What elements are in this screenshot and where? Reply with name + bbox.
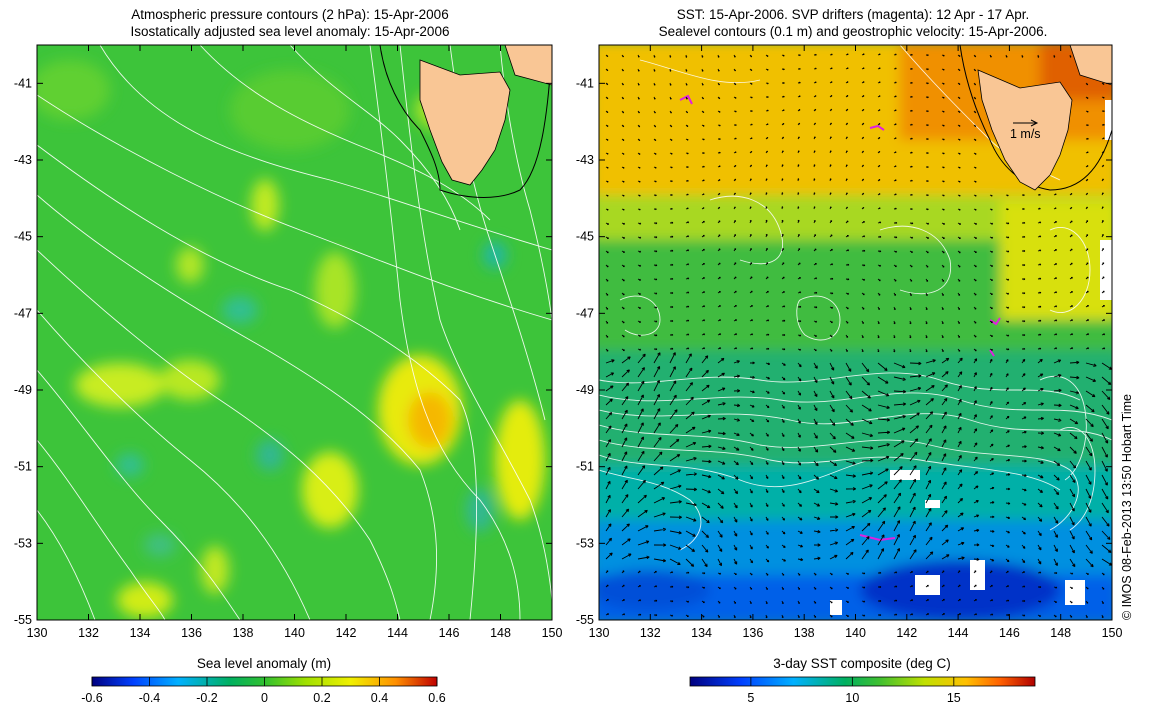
left-title-line1: Atmospheric pressure contours (2 hPa): 1… [131, 7, 449, 22]
velocity-arrow-set [605, 53, 1112, 619]
y-tick-label: -45 [576, 230, 594, 244]
y-tick-label: -55 [576, 613, 594, 627]
y-tick-label: -43 [576, 153, 594, 167]
sea-level-anomaly-field [37, 45, 552, 620]
y-tick-label: -41 [576, 76, 594, 90]
colorbar-tick-label: 0.6 [428, 691, 445, 705]
sst-field: 1 m/s [599, 45, 1112, 620]
tasmania-landmass-right [977, 69, 1073, 191]
y-tick-label: -45 [14, 230, 32, 244]
y-tick-label: -51 [14, 460, 32, 474]
velocity-scale-label: 1 m/s [1010, 127, 1041, 141]
colorbar-tick-label: 0.2 [313, 691, 330, 705]
colorbar-tick-label: 15 [947, 691, 961, 705]
y-tick-label: -41 [14, 76, 32, 90]
x-tick-label: 146 [999, 626, 1020, 640]
x-tick-label: 142 [336, 626, 357, 640]
x-tick-label: 136 [742, 626, 763, 640]
y-tick-label: -55 [14, 613, 32, 627]
left-title-line2: Isostatically adjusted sea level anomaly… [130, 24, 450, 39]
y-tick-label: -53 [14, 536, 32, 550]
credit-text: © IMOS 08-Feb-2013 13:50 Hobart Time [1120, 394, 1134, 620]
x-tick-label: 130 [589, 626, 610, 640]
x-tick-label: 146 [439, 626, 460, 640]
y-tick-label: -47 [14, 306, 32, 320]
x-tick-label: 144 [948, 626, 969, 640]
x-tick-label: 140 [845, 626, 866, 640]
right-title-line2: Sealevel contours (0.1 m) and geostrophi… [658, 24, 1048, 39]
left-colorbar-title: Sea level anomaly (m) [197, 656, 331, 671]
x-tick-label: 148 [490, 626, 511, 640]
left-axes: 130 132 134 136 138 140 142 144 146 148 150 -41 -43 -… [14, 45, 563, 640]
colorbar-tick-label: 5 [747, 691, 754, 705]
x-tick-label: 150 [1102, 626, 1123, 640]
x-tick-label: 130 [27, 626, 48, 640]
y-tick-label: -43 [14, 153, 32, 167]
geostrophic-velocity-arrows [605, 53, 1112, 619]
x-tick-label: 134 [130, 626, 151, 640]
left-colorbar: Sea level anomaly (m) -0.6 -0.4 -0.2 0 0.2 0.… [81, 656, 446, 705]
right-colorbar: 3-day SST composite (deg C) 5 10 15 [689, 656, 1036, 705]
x-tick-label: 150 [542, 626, 563, 640]
x-tick-label: 132 [78, 626, 99, 640]
colorbar-tick-label: 0.4 [371, 691, 388, 705]
x-tick-label: 142 [896, 626, 917, 640]
colorbar-tick-label: -0.2 [196, 691, 218, 705]
velocity-scale: 1 m/s [1010, 119, 1041, 141]
left-map: 130 132 134 136 138 140 142 144 146 148 150 -41 -43 -… [14, 44, 563, 640]
x-tick-label: 136 [181, 626, 202, 640]
cloud-gaps [830, 100, 1112, 615]
right-colorbar-title: 3-day SST composite (deg C) [773, 656, 951, 671]
y-tick-label: -53 [576, 536, 594, 550]
y-tick-label: -49 [14, 383, 32, 397]
x-tick-label: 138 [233, 626, 254, 640]
y-tick-label: -51 [576, 460, 594, 474]
tasmania-landmass [419, 59, 511, 186]
y-tick-label: -49 [576, 383, 594, 397]
x-tick-label: 138 [794, 626, 815, 640]
right-map: 1 m/s 130 132 134 136 138 140 142 144 146 148 150 -… [576, 44, 1123, 640]
colorbar-tick-label: -0.6 [81, 691, 103, 705]
x-tick-label: 134 [691, 626, 712, 640]
y-tick-label: -47 [576, 306, 594, 320]
right-title: SST: 15-Apr-2006. SVP drifters (magenta)… [592, 6, 1114, 40]
left-title: Atmospheric pressure contours (2 hPa): 1… [40, 6, 540, 40]
colorbar-tick-label: -0.4 [139, 691, 161, 705]
x-tick-label: 132 [640, 626, 661, 640]
right-axes: 130 132 134 136 138 140 142 144 146 148 150 -41 -43 -… [576, 45, 1123, 640]
colorbar-tick-label: 0 [261, 691, 268, 705]
x-tick-label: 140 [284, 626, 305, 640]
right-title-line1: SST: 15-Apr-2006. SVP drifters (magenta)… [676, 7, 1030, 22]
x-tick-label: 148 [1050, 626, 1071, 640]
x-tick-label: 144 [387, 626, 408, 640]
colorbar-tick-label: 10 [845, 691, 859, 705]
